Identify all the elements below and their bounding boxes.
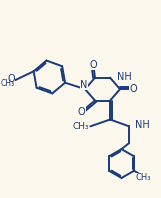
- Text: NH: NH: [117, 72, 131, 82]
- Text: N: N: [80, 80, 88, 90]
- Text: CH₃: CH₃: [72, 122, 89, 131]
- Text: O: O: [77, 107, 85, 117]
- Text: NH: NH: [136, 120, 150, 130]
- Text: O: O: [130, 84, 137, 94]
- Text: CH₃: CH₃: [135, 173, 151, 182]
- Text: O: O: [90, 60, 97, 70]
- Text: O: O: [7, 74, 15, 84]
- Text: CH₃: CH₃: [1, 79, 15, 88]
